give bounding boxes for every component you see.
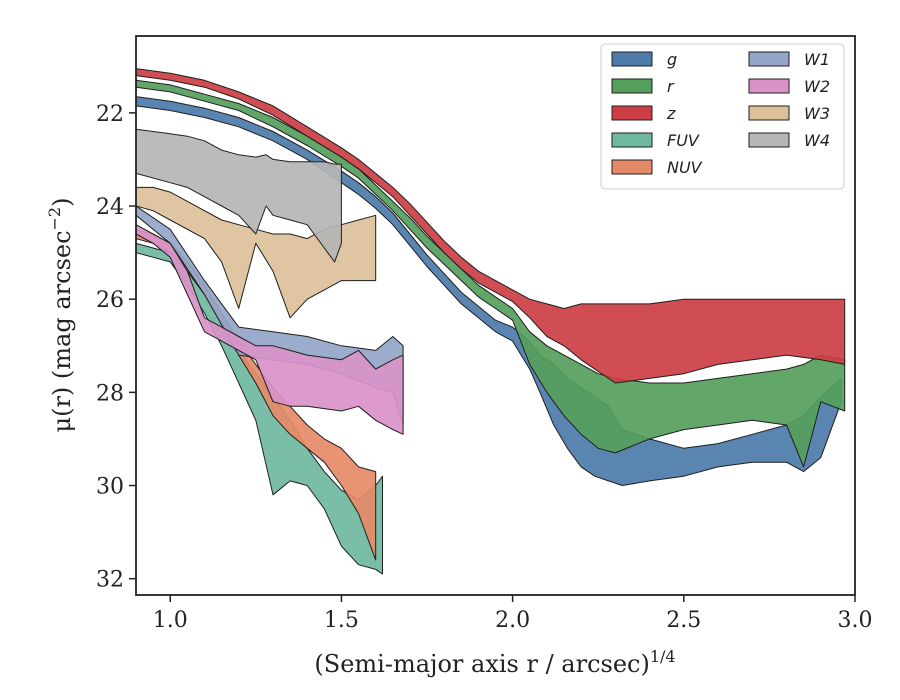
x-axis-label: (Semi-major axis r / arcsec)1/4 [314, 647, 675, 678]
legend-swatch-fuv [611, 132, 653, 148]
legend-label-g: g [667, 50, 677, 69]
legend-label-fuv: FUV [667, 131, 700, 150]
legend-swatch-w2 [748, 78, 790, 94]
legend: grz FUV NUV W1 W2 W3 W4 [600, 43, 845, 190]
legend-swatch-w4 [748, 132, 790, 148]
legend-swatch-w1 [748, 51, 790, 67]
legend-label-w4: W4 [804, 131, 830, 150]
series-band-w3 [136, 186, 377, 319]
x-axis: 1.0 1.5 2.0 2.5 3.0 [153, 595, 873, 633]
y-axis-label: μ(r) (mag arcsec−2) [45, 198, 76, 433]
legend-swatch-nuv [611, 159, 653, 175]
y-tick-label: 28 [96, 381, 124, 406]
legend-label-w2: W2 [804, 77, 830, 96]
legend-label-z: z [666, 104, 676, 123]
y-axis-label-exponent: −2 [45, 207, 64, 231]
legend-swatch-r [611, 78, 653, 94]
series-band-w4 [136, 128, 342, 263]
legend-swatch-z [611, 105, 653, 121]
series-band-z [136, 68, 846, 384]
legend-label-w3: W3 [804, 104, 830, 123]
y-tick-label: 30 [96, 475, 124, 500]
series-layer [136, 68, 846, 575]
legend-swatch-w3 [748, 105, 790, 121]
legend-label-nuv: NUV [667, 158, 703, 177]
plot-frame [135, 35, 856, 596]
x-tick-label: 3.0 [838, 608, 873, 633]
legend-label-w1: W1 [804, 50, 830, 69]
y-tick-label: 24 [96, 195, 124, 220]
y-tick-label: 26 [96, 288, 124, 313]
series-band-r [136, 79, 846, 468]
y-axis: 22 24 26 28 30 32 [96, 102, 136, 593]
y-tick-label: 32 [96, 568, 124, 593]
x-tick-label: 1.0 [153, 608, 188, 633]
legend-swatch-g [611, 51, 653, 67]
legend-label-r: r [667, 77, 675, 96]
x-tick-label: 2.5 [666, 608, 701, 633]
x-tick-label: 1.5 [324, 608, 359, 633]
series-band-w2 [136, 224, 404, 435]
x-axis-label-exponent: 1/4 [650, 647, 676, 666]
x-tick-label: 2.0 [495, 608, 530, 633]
y-axis-label-close: ) [48, 198, 76, 207]
y-tick-label: 22 [96, 102, 124, 127]
